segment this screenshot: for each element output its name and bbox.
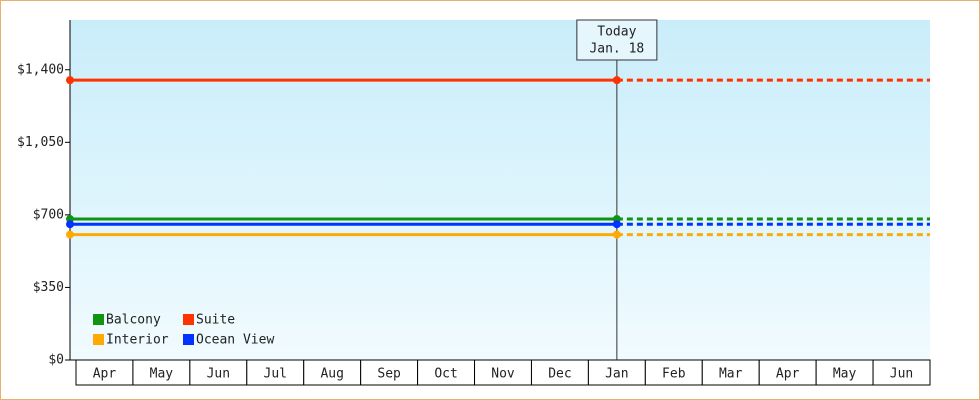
today-label: Today: [597, 25, 636, 40]
legend-label: Interior: [106, 333, 169, 348]
x-category-box: [701, 359, 760, 386]
legend-swatch: [183, 334, 194, 345]
x-tick-label: Nov: [491, 367, 515, 382]
legend-swatch: [93, 334, 104, 345]
x-category-box: [75, 359, 134, 386]
legend-label: Balcony: [106, 313, 161, 328]
point: [66, 76, 74, 85]
point: [612, 230, 621, 239]
x-tick-label: Jul: [264, 367, 287, 382]
point: [66, 230, 74, 239]
y-tick-label: $700: [33, 207, 64, 222]
y-tick-label: $1,050: [17, 135, 64, 150]
x-category-box: [132, 359, 191, 386]
x-tick-label: Jan: [605, 367, 628, 382]
x-category-box: [872, 359, 931, 386]
x-category-box: [758, 359, 817, 386]
x-tick-label: May: [150, 367, 174, 382]
y-tick-label: $350: [33, 280, 64, 295]
y-tick-label: $0: [48, 353, 64, 368]
x-tick-label: Apr: [93, 367, 117, 382]
today-box: [576, 19, 658, 61]
x-category-box: [246, 359, 305, 386]
x-tick-label: Aug: [320, 367, 343, 382]
point: [66, 220, 74, 229]
y-tick-label: $1,400: [17, 62, 64, 77]
x-tick-label: Jun: [207, 367, 230, 382]
x-category-box: [303, 359, 362, 386]
legend-label: Suite: [196, 313, 235, 328]
x-tick-label: Dec: [548, 367, 571, 382]
legend-swatch: [183, 314, 194, 325]
x-category-box: [474, 359, 532, 386]
x-category-box: [587, 359, 646, 386]
today-label: Jan. 18: [589, 42, 644, 57]
point: [612, 220, 621, 229]
plot-area: [70, 20, 930, 360]
x-tick-label: Feb: [662, 367, 686, 382]
legend-swatch: [93, 314, 104, 325]
x-tick-label: Mar: [719, 367, 743, 382]
point: [612, 76, 621, 85]
x-tick-label: Jun: [890, 367, 913, 382]
x-tick-label: Oct: [434, 367, 457, 382]
x-tick-label: May: [833, 367, 857, 382]
x-tick-label: Apr: [776, 367, 800, 382]
x-category-box: [189, 359, 248, 386]
legend-label: Ocean View: [196, 333, 274, 348]
x-tick-label: Sep: [377, 367, 401, 382]
